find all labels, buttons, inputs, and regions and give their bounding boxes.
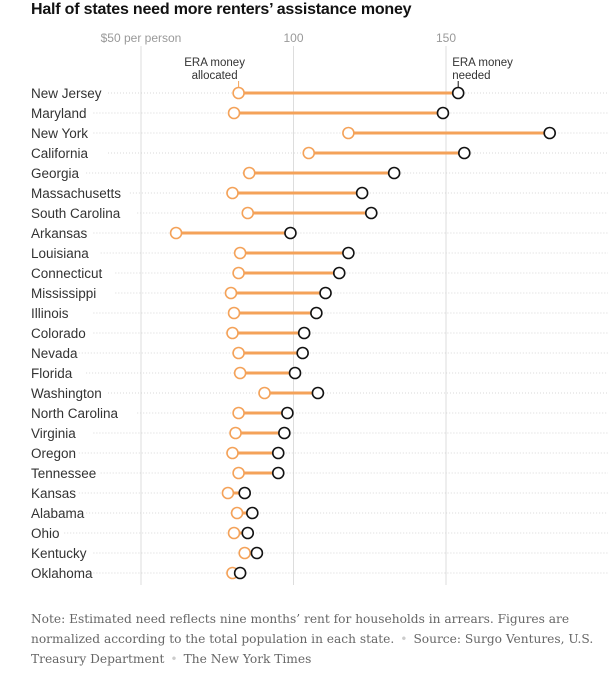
allocated-point	[302, 146, 316, 160]
allocated-point	[232, 266, 245, 280]
annotation-allocated: allocated	[192, 70, 238, 82]
allocated-point	[232, 406, 245, 420]
state-label: South Carolina	[31, 206, 121, 221]
state-label: Kentucky	[31, 546, 87, 561]
state-label: Oregon	[31, 446, 76, 461]
allocated-point	[226, 446, 239, 460]
allocated-point	[238, 546, 251, 560]
allocated-point	[221, 486, 235, 500]
needed-point	[310, 306, 323, 320]
needed-point	[311, 386, 325, 400]
state-label: Florida	[31, 366, 73, 381]
annotation-needed: needed	[452, 70, 490, 82]
allocated-point	[232, 86, 245, 100]
allocated-point	[226, 326, 239, 340]
needed-point	[387, 166, 401, 180]
allocated-point	[241, 206, 255, 220]
state-label: Mississippi	[31, 286, 96, 301]
separator-dot: •	[170, 652, 178, 666]
allocated-point	[227, 526, 241, 540]
state-label: New Jersey	[31, 86, 102, 101]
needed-point	[364, 206, 378, 220]
state-label: New York	[31, 126, 88, 141]
needed-point	[281, 406, 294, 420]
credit-text: The New York Times	[183, 652, 312, 666]
needed-point	[271, 446, 285, 460]
needed-point	[246, 506, 259, 520]
state-label: Virginia	[31, 426, 76, 441]
needed-point	[355, 186, 369, 200]
state-label: Maryland	[31, 106, 87, 121]
needed-point	[233, 566, 247, 580]
separator-dot: •	[400, 632, 408, 646]
source-text: Source: Surgo Ventures, U.S. Treasury De…	[31, 632, 594, 666]
allocated-point	[227, 106, 241, 120]
chart-footer: Note: Estimated need reflects nine month…	[31, 609, 608, 669]
x-tick-label: 150	[436, 31, 456, 45]
allocated-point	[242, 166, 256, 180]
note-text: Note: Estimated need reflects nine month…	[31, 612, 570, 646]
allocated-point	[232, 466, 245, 480]
allocated-point	[227, 306, 241, 320]
state-label: Ohio	[31, 526, 60, 541]
state-label: Tennessee	[31, 466, 96, 481]
state-label: Colorado	[31, 326, 86, 341]
state-label: Connecticut	[31, 266, 103, 281]
needed-point	[271, 466, 285, 480]
state-label: Nevada	[31, 346, 78, 361]
state-label: North Carolina	[31, 406, 119, 421]
allocated-point	[342, 126, 355, 140]
annotation-needed: ERA money	[452, 57, 513, 69]
needed-point	[278, 426, 291, 440]
needed-point	[288, 366, 302, 380]
allocated-point	[229, 426, 242, 440]
allocated-point	[232, 346, 245, 360]
needed-point	[284, 226, 297, 240]
needed-point	[238, 486, 251, 500]
state-label: Georgia	[31, 166, 80, 181]
needed-point	[241, 526, 255, 540]
allocated-point	[233, 246, 247, 260]
x-tick-label: $50 per person	[101, 31, 182, 45]
state-label: Alabama	[31, 506, 85, 521]
dumbbell-chart: $50 per person 100 150 New Jersey Maryland Ne…	[31, 31, 608, 585]
state-label: Kansas	[31, 486, 76, 501]
needed-point	[332, 266, 346, 280]
state-label: Massachusetts	[31, 186, 121, 201]
needed-point	[342, 246, 355, 260]
allocated-point	[233, 366, 247, 380]
state-label: California	[31, 146, 89, 161]
needed-point	[297, 326, 311, 340]
allocated-point	[230, 506, 244, 520]
state-label: Arkansas	[31, 226, 88, 241]
allocated-point	[169, 226, 183, 240]
allocated-point	[226, 186, 239, 200]
needed-point	[543, 126, 557, 140]
x-tick-label: 100	[283, 31, 303, 45]
allocated-point	[224, 286, 238, 300]
needed-point	[457, 146, 471, 160]
state-label: Louisiana	[31, 246, 89, 261]
annotation-allocated: ERA money	[184, 57, 245, 69]
needed-point	[319, 286, 332, 300]
needed-point	[250, 546, 264, 560]
needed-point	[296, 346, 309, 360]
state-label: Washington	[31, 386, 102, 401]
state-label: Oklahoma	[31, 566, 93, 581]
needed-point	[451, 86, 465, 100]
state-label: Illinois	[31, 306, 69, 321]
chart-title: Half of states need more renters’ assist…	[31, 1, 412, 18]
allocated-point	[258, 386, 271, 400]
needed-point	[436, 106, 450, 120]
